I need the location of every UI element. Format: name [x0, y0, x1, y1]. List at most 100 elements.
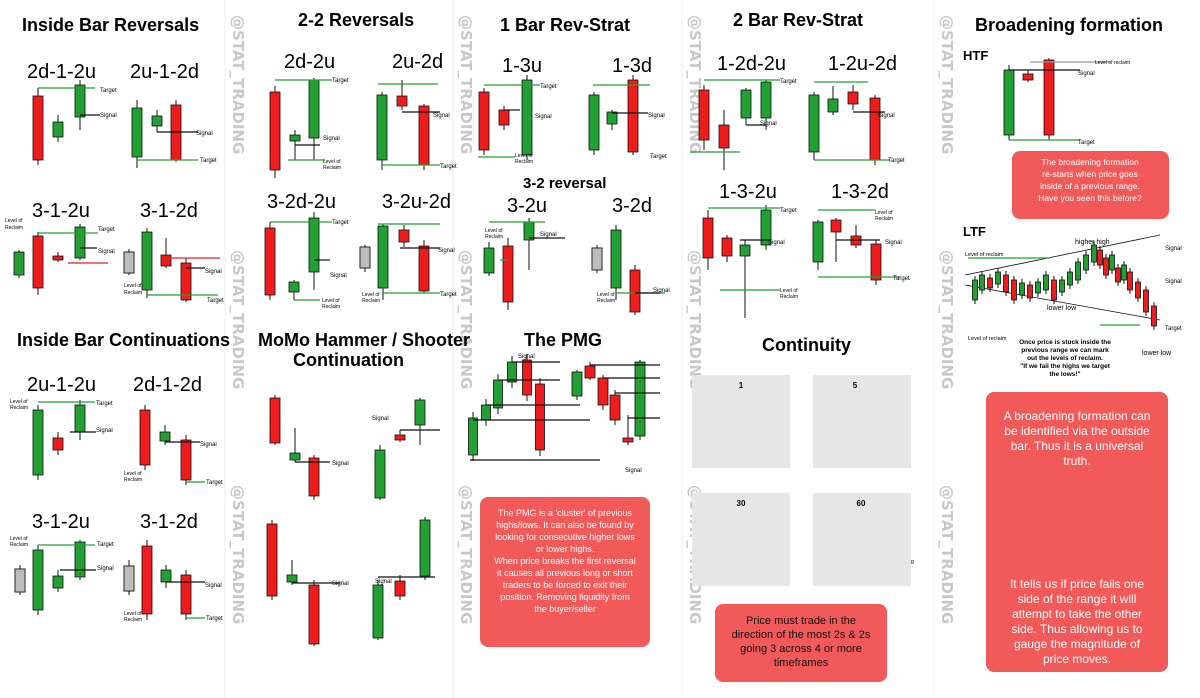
- candle-body: [847, 91, 859, 105]
- candle-body: [571, 371, 583, 397]
- annotation-label: Reclaim: [515, 159, 533, 165]
- annotation-label: Reclaim: [322, 304, 340, 310]
- candle-body: [808, 94, 820, 153]
- title-2-2-reversals: 2-2 Reversals: [298, 10, 414, 30]
- candle-body: [74, 404, 86, 433]
- annotation-label: Level of: [515, 153, 533, 159]
- candle-body: [1097, 249, 1103, 266]
- candle-body: [14, 568, 26, 593]
- candle-body: [1127, 271, 1133, 291]
- candle-body: [869, 97, 881, 161]
- pattern-label: 3-1-2d: [140, 200, 198, 222]
- candle-body: [394, 434, 406, 441]
- annotation-label: Target: [96, 401, 113, 407]
- candle-body: [52, 255, 64, 261]
- candle-body: [13, 251, 25, 276]
- pattern-label: 1-3d: [612, 55, 652, 77]
- candle-body: [1121, 264, 1127, 281]
- annotation-label: Signal: [200, 442, 217, 448]
- candle-body: [493, 379, 503, 409]
- candle-body: [760, 81, 772, 119]
- candle-body: [139, 409, 151, 466]
- candle-body: [286, 574, 298, 583]
- annotation-label: Level of reclaim: [968, 336, 1007, 342]
- candle-body: [396, 95, 408, 107]
- candle-body: [288, 281, 300, 293]
- title-momo-2: Continuation: [293, 350, 404, 370]
- annotation-label: Target: [780, 79, 797, 85]
- candle-body: [702, 217, 714, 259]
- annotation-label: Level of: [124, 283, 142, 289]
- tf-label: 30: [737, 499, 746, 508]
- annotation-label: Signal: [535, 114, 552, 120]
- watermark-text: @STAT_TRADING: [457, 485, 475, 624]
- candle-body: [468, 417, 478, 456]
- annotation-label: Target: [97, 542, 114, 548]
- candle-body: [1051, 279, 1057, 301]
- annotation-label: Signal: [540, 232, 557, 238]
- pattern-label: 2d-2u: [284, 51, 335, 73]
- candle-body: [634, 361, 646, 437]
- annotation-label: Signal: [196, 131, 213, 137]
- candle-body: [418, 245, 430, 292]
- candle-body: [478, 91, 490, 151]
- annotation-label: Signal: [372, 416, 389, 422]
- title-broadening-formation: Broadening formation: [975, 15, 1163, 35]
- pattern-label: 3-1-2u: [32, 200, 90, 222]
- candle-body: [740, 89, 752, 119]
- annotation-label: Signal: [332, 581, 349, 587]
- watermark-text: @STAT_TRADING: [457, 250, 475, 389]
- candle-body: [1103, 257, 1109, 276]
- candle-body: [74, 226, 86, 259]
- candle-body: [610, 229, 622, 289]
- annotation-label: Signal: [648, 113, 665, 119]
- candle-body: [629, 269, 641, 313]
- candle-body: [269, 397, 281, 444]
- candle-body: [1059, 279, 1065, 293]
- trend-line: [964, 284, 1161, 321]
- continuity-note-text: Price must trade in the direction of the …: [732, 615, 871, 669]
- watermark-columns: @STAT_TRADING @STAT_TRADING @STAT_TRADING @…: [224, 0, 956, 698]
- candle-body: [597, 377, 609, 406]
- higher-high-label: higher high: [1075, 239, 1110, 246]
- annotation-label: Target: [650, 154, 667, 160]
- annotation-label: Target: [440, 292, 457, 298]
- annotation-label: Signal: [375, 579, 392, 585]
- annotation-label: Signal: [518, 354, 535, 360]
- candle-body: [180, 439, 192, 481]
- continuity-panel-30: [692, 493, 790, 586]
- section-titles: Inside Bar Reversals 2-2 Reversals 1 Bar…: [17, 10, 1163, 370]
- pattern-label: 3-2u: [507, 195, 547, 217]
- annotation-label: Signal: [653, 288, 670, 294]
- candle-body: [32, 549, 44, 611]
- candle-body: [739, 244, 751, 257]
- candle-body: [289, 134, 301, 142]
- annotation-label: Level of: [485, 228, 503, 234]
- candle-body: [52, 437, 64, 451]
- annotation-label: Level of: [597, 292, 615, 298]
- annotation-label: Signal: [438, 248, 455, 254]
- pattern-labels: 2d-1-2u 2u-1-2d 3-1-2u 3-1-2d 2d-2u 2u-2…: [27, 48, 988, 533]
- watermark-text: @STAT_TRADING: [938, 15, 956, 154]
- candle-body: [394, 580, 406, 597]
- annotation-label: Signal: [878, 113, 895, 119]
- title-inside-bar-reversals: Inside Bar Reversals: [22, 15, 199, 35]
- lower-low-label: lower low: [1047, 305, 1077, 312]
- annotation-label: Signal: [330, 273, 347, 279]
- annotation-label: Target: [1165, 326, 1182, 332]
- label-htf: HTF: [963, 48, 988, 63]
- candle-body: [398, 229, 410, 243]
- annotation-label: Signal: [625, 468, 642, 474]
- annotation-label: Reclaim: [485, 234, 503, 240]
- candle-body: [606, 111, 618, 125]
- annotation-label: Reclaim: [124, 617, 142, 623]
- annotation-label: Level of: [10, 399, 28, 405]
- candle-body: [698, 89, 710, 141]
- candle-body: [414, 399, 426, 426]
- annotation-label: Reclaim: [597, 298, 615, 304]
- annotation-label: Level of reclaim: [965, 252, 1004, 258]
- candle-body: [502, 245, 514, 303]
- candle-body: [266, 523, 278, 597]
- annotation-label: Level of: [10, 536, 28, 542]
- candle-body: [308, 457, 320, 497]
